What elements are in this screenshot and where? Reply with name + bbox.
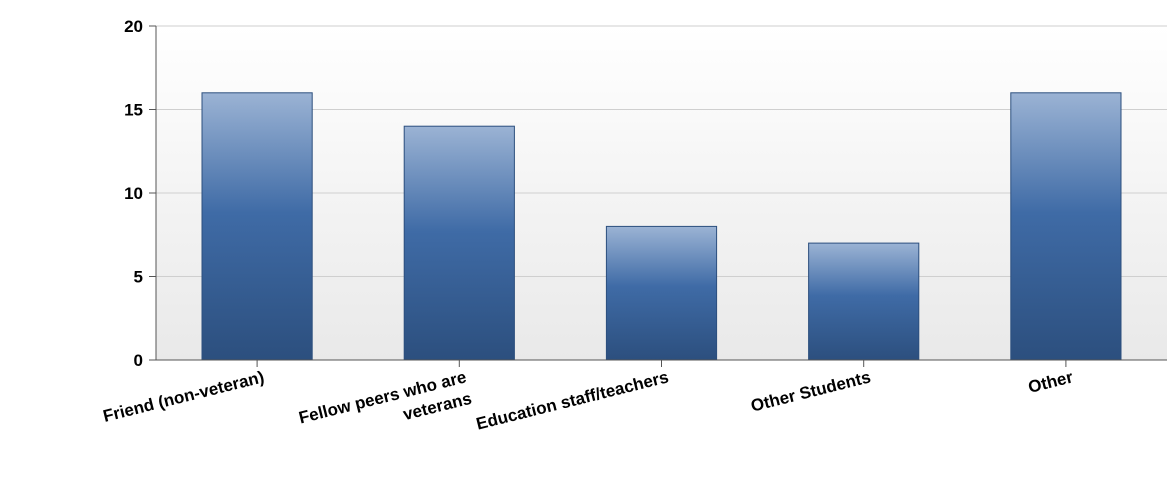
y-tick-label: 20: [124, 17, 143, 36]
y-tick-label: 10: [124, 184, 143, 203]
y-tick-label: 0: [134, 351, 143, 370]
bar: [1010, 92, 1122, 361]
x-category-label: Fellow peers who areveterans: [297, 367, 474, 448]
y-tick-label: 15: [124, 101, 143, 120]
x-category-label: Other: [1026, 367, 1075, 396]
bars: [201, 92, 1122, 361]
y-tick-label: 5: [134, 268, 143, 287]
y-axis: 0 5 10 15 20: [124, 17, 157, 370]
gridlines: [156, 25, 1167, 277]
x-category-label: Friend (non-veteran): [101, 367, 266, 425]
bar: [605, 225, 718, 361]
x-axis: Friend (non-veteran) Fellow peers who are…: [101, 359, 1167, 448]
bar: [403, 125, 515, 361]
bar: [201, 92, 313, 361]
x-category-label: Education staff/teachers: [474, 367, 670, 433]
x-category-label: Other Students: [749, 367, 873, 415]
bar: [808, 242, 920, 361]
